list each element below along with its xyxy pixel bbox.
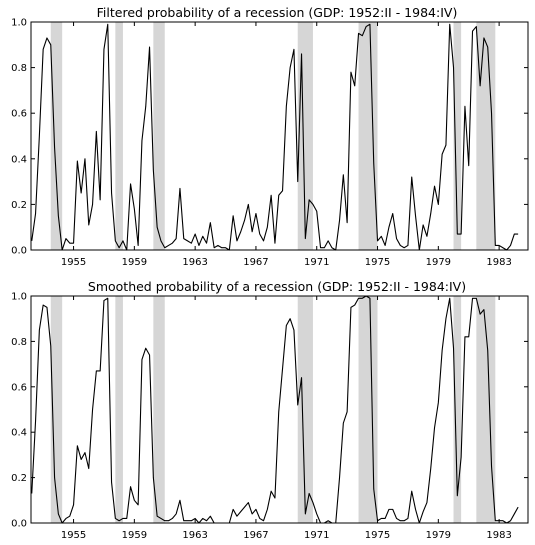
x-tick-label: 1959 <box>122 530 147 541</box>
recession-band <box>453 22 462 250</box>
recession-band <box>476 296 496 523</box>
recession-band <box>50 296 63 523</box>
smoothed-probability-panel: Smoothed probability of a recession (GDP… <box>11 279 529 541</box>
y-tick-label: 0.0 <box>11 519 27 530</box>
y-tick-label: 0.4 <box>11 428 27 439</box>
recession-band <box>358 22 378 250</box>
plot-frame <box>30 21 529 251</box>
y-tick-label: 0.8 <box>11 337 27 348</box>
y-tick-label: 0.2 <box>11 200 27 211</box>
y-tick-label: 1.0 <box>11 292 27 303</box>
x-tick-label: 1967 <box>243 530 268 541</box>
y-tick-label: 0.4 <box>11 154 27 165</box>
recession-band <box>153 296 165 523</box>
x-tick-label: 1963 <box>182 257 207 268</box>
recession-band <box>115 22 123 250</box>
probability-line <box>31 23 519 251</box>
recession-band <box>50 22 63 250</box>
recession-band <box>153 22 165 250</box>
y-tick-label: 1.0 <box>11 18 27 29</box>
x-tick-label: 1955 <box>61 530 86 541</box>
x-tick-label: 1963 <box>182 530 207 541</box>
x-tick-label: 1979 <box>426 530 451 541</box>
y-tick-label: 0.6 <box>11 109 27 120</box>
x-tick-label: 1983 <box>486 257 511 268</box>
x-tick-label: 1983 <box>486 530 511 541</box>
recession-band <box>358 296 378 523</box>
y-tick-label: 0.0 <box>11 246 27 257</box>
y-tick-label: 0.2 <box>11 473 27 484</box>
chart-title: Filtered probability of a recession (GDP… <box>97 5 458 20</box>
chart-title: Smoothed probability of a recession (GDP… <box>88 279 466 294</box>
recession-band <box>297 296 313 523</box>
x-tick-label: 1959 <box>122 257 147 268</box>
x-tick-label: 1971 <box>304 530 329 541</box>
y-tick-label: 0.6 <box>11 382 27 393</box>
x-tick-label: 1979 <box>426 257 451 268</box>
x-tick-label: 1975 <box>365 257 390 268</box>
x-tick-label: 1971 <box>304 257 329 268</box>
recession-band <box>115 296 123 523</box>
probability-line <box>31 295 519 524</box>
x-tick-label: 1975 <box>365 530 390 541</box>
x-tick-label: 1955 <box>61 257 86 268</box>
plot-frame <box>30 295 529 524</box>
recession-band <box>453 296 462 523</box>
x-tick-label: 1967 <box>243 257 268 268</box>
y-tick-label: 0.8 <box>11 63 27 74</box>
filtered-probability-panel: Filtered probability of a recession (GDP… <box>11 5 529 268</box>
